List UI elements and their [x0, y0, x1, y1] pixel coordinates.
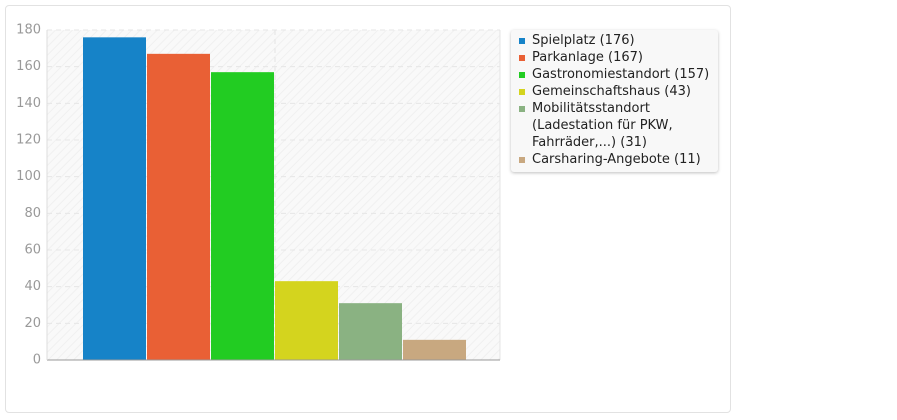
legend-swatch: [519, 72, 525, 78]
legend-swatch: [519, 157, 525, 163]
legend: Spielplatz (176) Parkanlage (167) Gastrono…: [511, 30, 718, 172]
y-tick-label: 120: [16, 133, 41, 148]
legend-item[interactable]: Carsharing-Angebote (11): [519, 151, 710, 168]
y-tick-label: 80: [24, 206, 41, 221]
y-tick-label: 100: [16, 169, 41, 184]
y-tick-label: 0: [33, 353, 41, 368]
legend-item[interactable]: Parkanlage (167): [519, 49, 710, 66]
legend-item[interactable]: Gemeinschaftshaus (43): [519, 83, 710, 100]
legend-item[interactable]: Spielplatz (176): [519, 32, 710, 49]
legend-swatch: [519, 38, 525, 44]
y-tick-label: 60: [24, 243, 41, 258]
legend-item[interactable]: Gastronomiestandort (157): [519, 66, 710, 83]
y-tick-label: 160: [16, 59, 41, 74]
panel: [5, 5, 731, 413]
legend-label: Gastronomiestandort (157): [532, 67, 710, 82]
legend-swatch: [519, 89, 525, 95]
legend-label: Spielplatz (176): [532, 33, 635, 48]
legend-label: Carsharing-Angebote (11): [532, 152, 701, 167]
bar: [147, 53, 210, 360]
legend-label: Mobilitätsstandort (Ladestation für PKW,…: [532, 101, 673, 150]
bar: [403, 339, 466, 360]
legend-item[interactable]: Mobilitätsstandort (Ladestation für PKW,…: [519, 100, 710, 151]
y-tick-label: 20: [24, 316, 41, 331]
bar: [275, 281, 338, 360]
y-tick-label: 140: [16, 96, 41, 111]
legend-swatch: [519, 55, 525, 61]
bar: [211, 72, 274, 361]
bar: [339, 303, 402, 360]
y-tick-label: 40: [24, 279, 41, 294]
legend-swatch: [519, 106, 525, 112]
legend-label: Parkanlage (167): [532, 50, 643, 65]
bar: [83, 37, 146, 360]
legend-label: Gemeinschaftshaus (43): [532, 84, 691, 99]
y-tick-label: 180: [16, 23, 41, 38]
